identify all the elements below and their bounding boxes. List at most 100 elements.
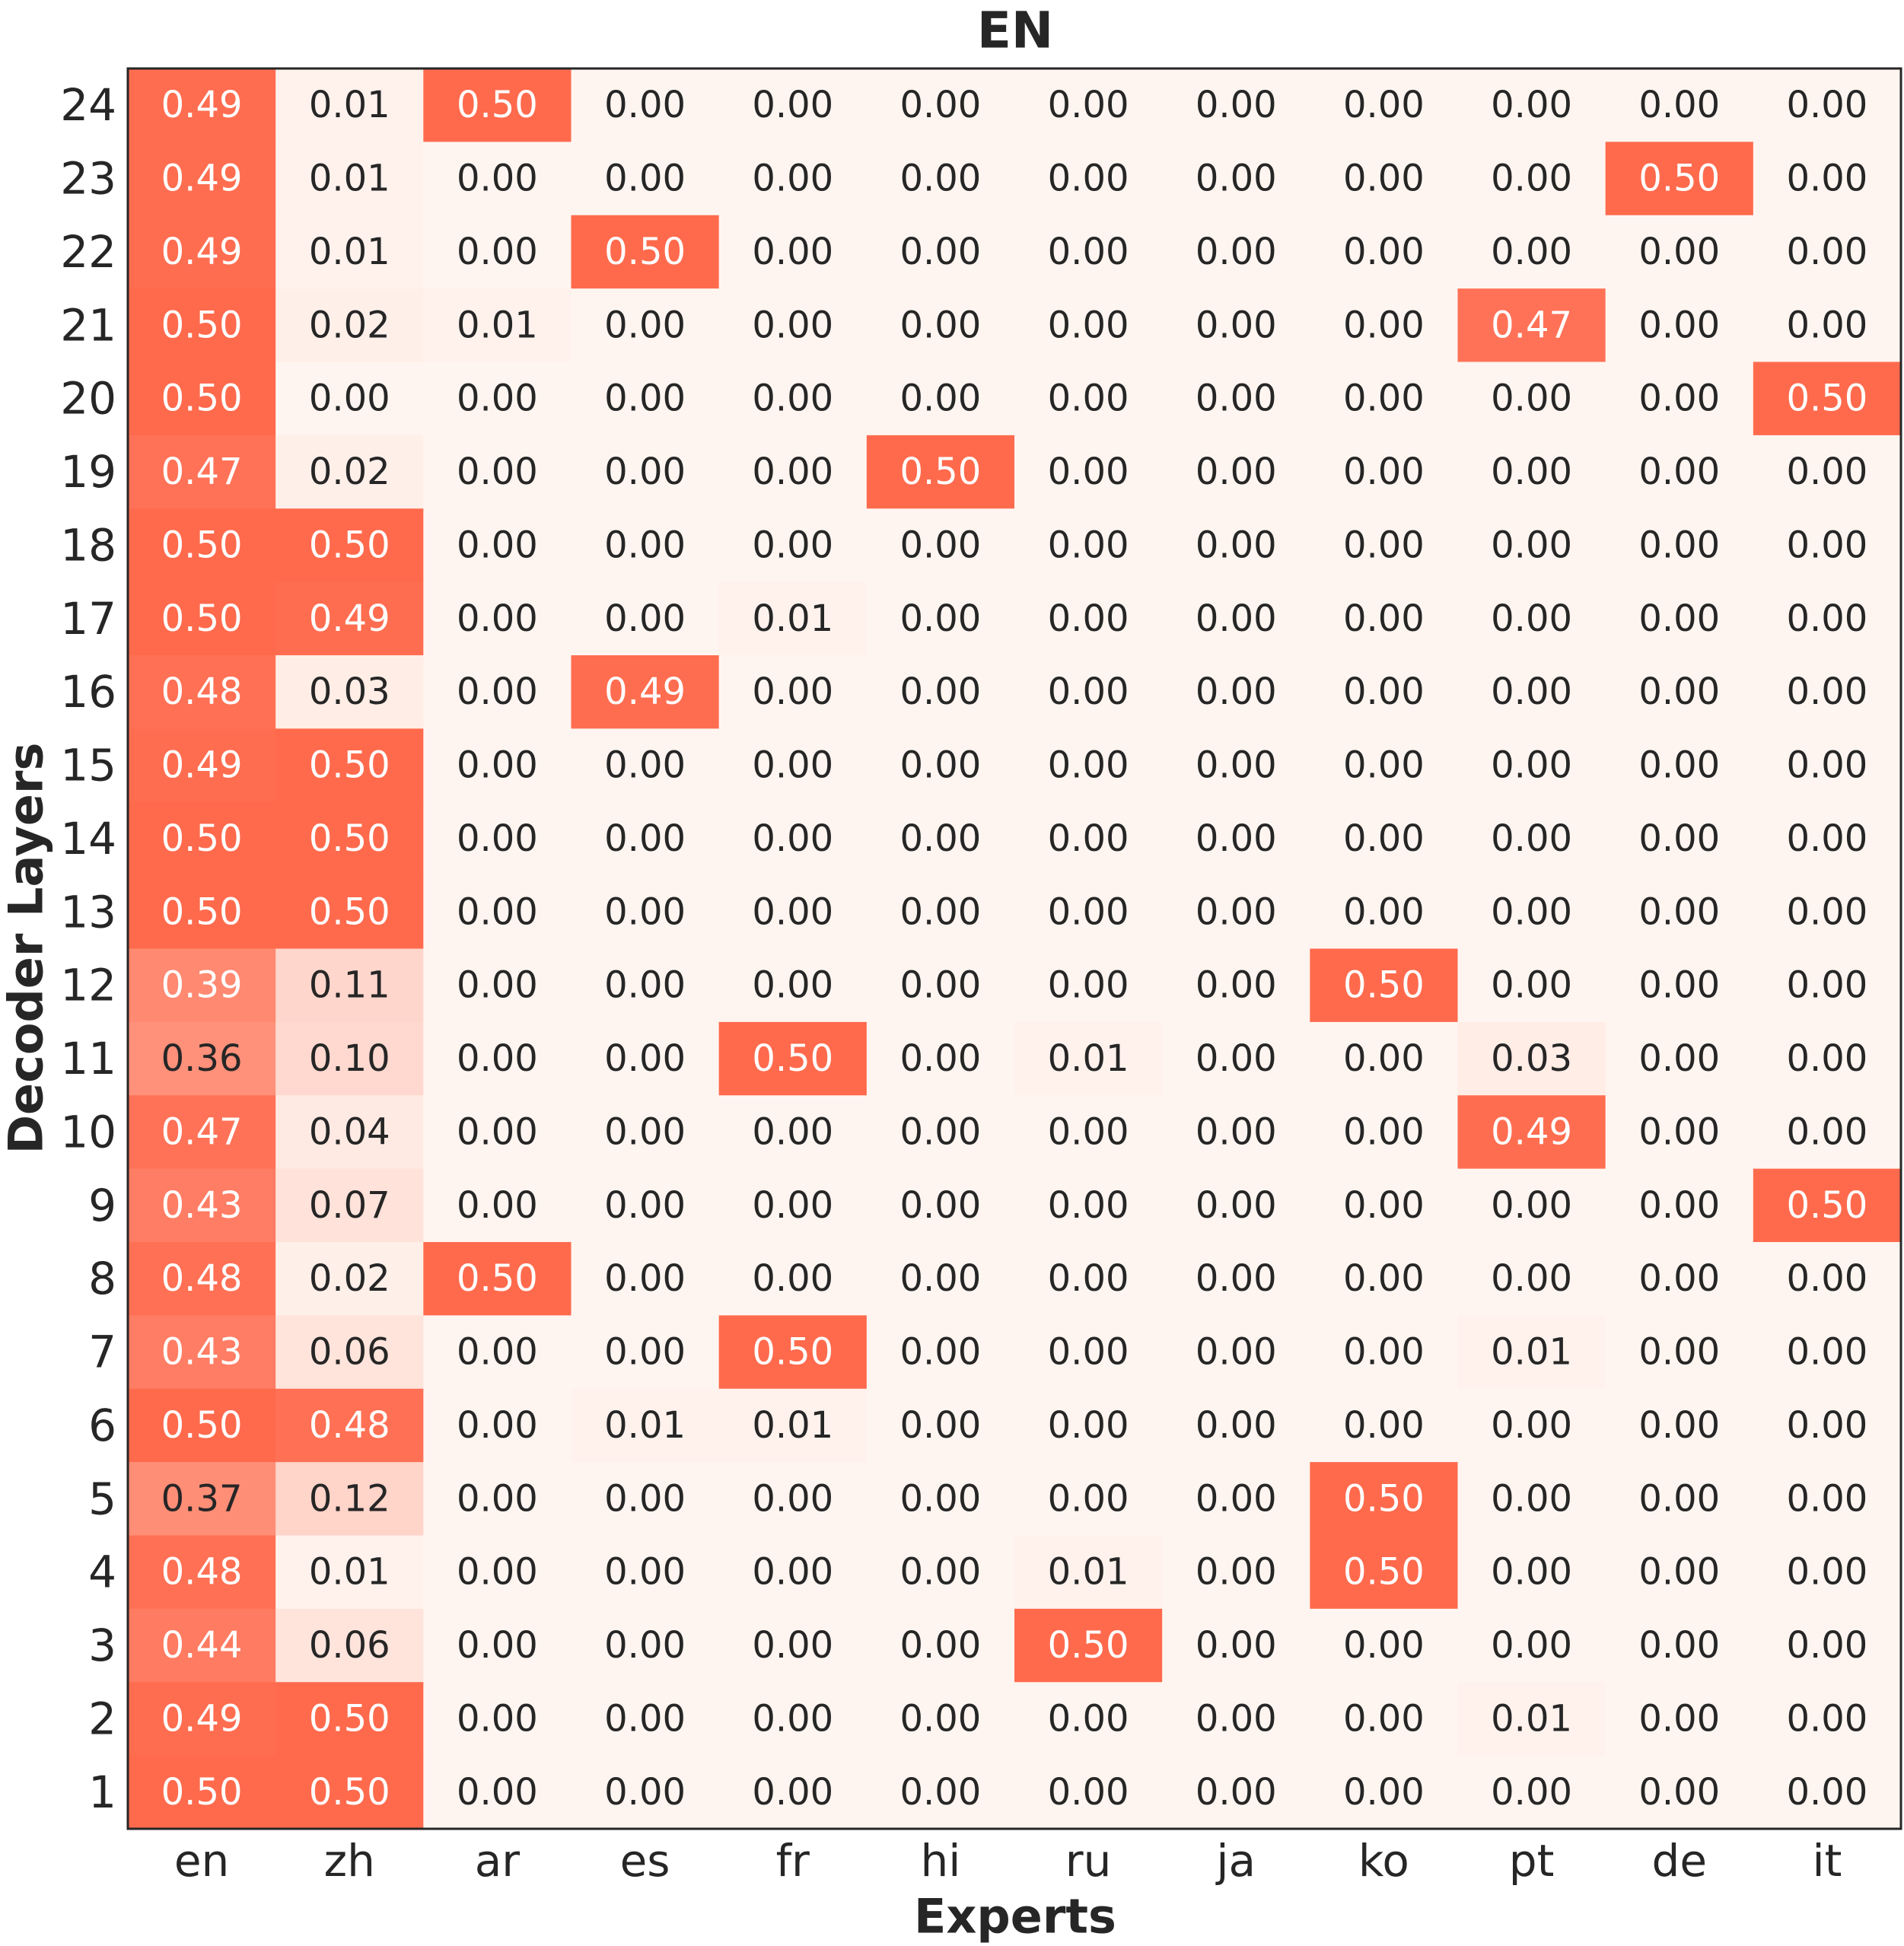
heatmap-cell xyxy=(1605,1535,1754,1610)
cell-value-label: 0.00 xyxy=(457,524,538,566)
y-axis-label: Decoder Layers xyxy=(0,743,54,1155)
heatmap-cell xyxy=(571,68,720,142)
cell-value-label: 0.49 xyxy=(604,670,686,713)
heatmap-cell xyxy=(1753,68,1902,142)
heatmap-cell xyxy=(423,361,572,436)
cell-value-label: 0.50 xyxy=(309,524,390,566)
heatmap-cell xyxy=(423,1388,572,1463)
heatmap-cell xyxy=(718,142,868,216)
chart-title: EN xyxy=(977,2,1053,60)
cell-value-label: 0.00 xyxy=(1343,817,1425,860)
cell-value-label: 0.00 xyxy=(899,1331,981,1374)
heatmap-cell xyxy=(1162,875,1310,950)
cell-value-label: 0.01 xyxy=(604,1404,686,1447)
cell-value-label: 0.00 xyxy=(1491,1184,1572,1227)
y-tick-label: 11 xyxy=(60,1033,116,1084)
heatmap-cell xyxy=(571,1462,720,1537)
heatmap-cell xyxy=(866,1755,1015,1830)
cell-value-label: 0.11 xyxy=(309,964,390,1007)
cell-value-label: 0.00 xyxy=(1048,231,1129,273)
cell-value-label: 0.00 xyxy=(1638,1110,1720,1153)
cell-value-label: 0.00 xyxy=(752,890,833,933)
cell-value-label: 0.00 xyxy=(1343,304,1425,346)
heatmap-cell xyxy=(1457,288,1606,363)
x-tick-label: de xyxy=(1652,1835,1708,1887)
y-tick-label: 16 xyxy=(60,666,116,718)
cell-value-label: 0.12 xyxy=(309,1477,390,1520)
cell-value-label: 0.00 xyxy=(1491,524,1572,566)
heatmap-cell xyxy=(571,1095,720,1170)
cell-value-label: 0.00 xyxy=(1491,377,1572,420)
heatmap-cell xyxy=(1753,1682,1902,1756)
cell-value-label: 0.00 xyxy=(899,1184,981,1227)
heatmap-cell xyxy=(866,1462,1015,1537)
cell-value-label: 0.00 xyxy=(752,1110,833,1153)
heatmap-cell xyxy=(1162,1168,1310,1243)
cell-value-label: 0.03 xyxy=(309,670,390,713)
cell-value-label: 0.00 xyxy=(604,1551,686,1594)
y-tick-label: 12 xyxy=(60,960,116,1011)
heatmap-cell xyxy=(1014,1462,1163,1537)
heatmap-cell xyxy=(1310,655,1459,729)
heatmap-cell xyxy=(718,1682,868,1756)
cell-value-label: 0.01 xyxy=(1491,1331,1572,1374)
cell-value-label: 0.00 xyxy=(899,1697,981,1740)
heatmap-cell xyxy=(571,1388,720,1463)
heatmap-cell xyxy=(1310,215,1459,289)
heatmap-cell xyxy=(1162,948,1310,1023)
cell-value-label: 0.50 xyxy=(457,1257,538,1300)
heatmap-cell xyxy=(1162,1095,1310,1170)
heatmap-cell xyxy=(423,801,572,876)
heatmap-cell xyxy=(866,361,1015,436)
cell-value-label: 0.00 xyxy=(1196,1184,1277,1227)
y-tick-label: 15 xyxy=(60,740,116,791)
heatmap-cell xyxy=(423,1095,572,1170)
heatmap-cell xyxy=(1162,1462,1310,1537)
cell-value-label: 0.00 xyxy=(1638,1331,1720,1374)
heatmap-cell-labels: 0.49 0.01 0.50 0.00 0.00 0.00 0.00 0.00 0.00 0.00… xyxy=(161,84,1868,1814)
heatmap-cell xyxy=(1310,435,1459,509)
cell-value-label: 0.50 xyxy=(309,890,390,933)
heatmap-cell xyxy=(1162,288,1310,363)
cell-value-label: 0.00 xyxy=(604,1184,686,1227)
heatmap-cell xyxy=(1014,1682,1163,1756)
cell-value-label: 0.00 xyxy=(1048,670,1129,713)
cell-value-label: 0.00 xyxy=(1048,158,1129,200)
heatmap-cell xyxy=(275,1021,424,1096)
heatmap-cell xyxy=(1162,655,1310,729)
cell-value-label: 0.00 xyxy=(1638,377,1720,420)
y-tick-label: 7 xyxy=(88,1327,116,1378)
heatmap-cell xyxy=(1753,581,1902,656)
heatmap-cell xyxy=(1605,1242,1754,1316)
cell-value-label: 0.00 xyxy=(604,1110,686,1153)
heatmap-cell xyxy=(866,875,1015,950)
heatmap-cell xyxy=(1162,142,1310,216)
heatmap-cell xyxy=(718,68,868,142)
heatmap-cell xyxy=(718,1168,868,1243)
cell-value-label: 0.00 xyxy=(1786,744,1867,787)
cell-value-label: 0.00 xyxy=(752,231,833,273)
heatmap-cell xyxy=(1605,1462,1754,1537)
heatmap-cell xyxy=(1605,1095,1754,1170)
cell-value-label: 0.00 xyxy=(899,377,981,420)
cell-value-label: 0.50 xyxy=(1343,1477,1425,1520)
cell-value-label: 0.50 xyxy=(161,597,243,640)
x-tick-label: ja xyxy=(1215,1835,1256,1887)
cell-value-label: 0.49 xyxy=(161,84,243,126)
heatmap-cell xyxy=(1162,1388,1310,1463)
heatmap-cell xyxy=(1457,1242,1606,1316)
heatmap-cell xyxy=(571,435,720,509)
cell-value-label: 0.00 xyxy=(1638,1697,1720,1740)
heatmap-cell xyxy=(128,1168,276,1243)
cell-value-label: 0.00 xyxy=(604,1624,686,1667)
heatmap-cell xyxy=(1457,1462,1606,1537)
cell-value-label: 0.50 xyxy=(161,304,243,346)
heatmap-cell xyxy=(718,435,868,509)
heatmap-cell xyxy=(275,1388,424,1463)
heatmap-cell xyxy=(1457,1682,1606,1756)
cell-value-label: 0.50 xyxy=(1786,377,1867,420)
cell-value-label: 0.00 xyxy=(1048,1257,1129,1300)
cell-value-label: 0.02 xyxy=(309,304,390,346)
heatmap-cell xyxy=(1753,288,1902,363)
cell-value-label: 0.00 xyxy=(604,84,686,126)
